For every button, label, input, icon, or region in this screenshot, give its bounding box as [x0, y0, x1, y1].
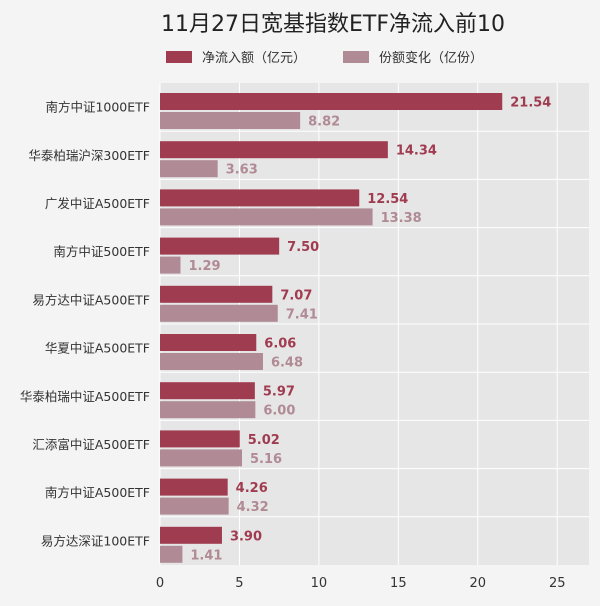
value-label: 6.06: [264, 337, 296, 352]
category-label: 华泰柏瑞沪深300ETF: [28, 148, 150, 163]
x-tick-label: 10: [311, 576, 328, 591]
value-label: 4.26: [236, 481, 268, 496]
bar-share-change: [160, 545, 183, 563]
value-label: 14.34: [396, 144, 437, 159]
value-label: 13.38: [381, 211, 422, 226]
value-label: 1.29: [188, 259, 220, 274]
bar-net-inflow: [160, 237, 280, 255]
legend: 净流入额（亿元） 份额变化（亿份）: [166, 50, 483, 66]
bar-share-change: [160, 401, 256, 419]
bars: [160, 93, 503, 563]
x-tick-label: 20: [470, 576, 487, 591]
category-label: 南方中证1000ETF: [45, 100, 150, 115]
value-label: 12.54: [367, 192, 408, 207]
bar-net-inflow: [160, 526, 222, 544]
bar-net-inflow: [160, 382, 255, 400]
bar-net-inflow: [160, 430, 240, 448]
value-label: 7.41: [286, 307, 318, 322]
value-labels: 21.54 8.82 14.34 3.63 12.54 13.38 7.50 1.29 7.07…: [188, 96, 551, 564]
value-label: 6.48: [271, 356, 303, 371]
category-labels: 南方中证1000ETF 华泰柏瑞沪深300ETF 广发中证A500ETF 南方中证50…: [20, 100, 150, 549]
category-label: 南方中证500ETF: [53, 244, 150, 259]
legend-label-2: 份额变化（亿份）: [379, 50, 483, 66]
x-tick-label: 0: [156, 576, 164, 591]
category-label: 南方中证A500ETF: [45, 485, 150, 500]
bar-share-change: [160, 112, 301, 129]
x-tick-label: 15: [390, 576, 407, 591]
bar-share-change: [160, 256, 181, 274]
value-label: 7.50: [287, 240, 319, 255]
bar-net-inflow: [160, 334, 257, 351]
value-label: 21.54: [510, 96, 551, 111]
value-label: 6.00: [263, 404, 295, 419]
bar-net-inflow: [160, 285, 273, 303]
value-label: 3.63: [226, 163, 258, 178]
value-label: 3.90: [230, 529, 262, 544]
legend-swatch-1: [166, 51, 192, 63]
bar-share-change: [160, 208, 373, 226]
category-label: 易方达深证100ETF: [41, 533, 150, 548]
category-label: 汇添富中证A500ETF: [32, 437, 150, 452]
value-label: 5.16: [250, 452, 282, 467]
bar-share-change: [160, 497, 229, 515]
bar-share-change: [160, 160, 218, 178]
x-axis-ticks: 0 5 10 15 20 25: [156, 576, 566, 591]
bar-net-inflow: [160, 93, 503, 110]
bar-share-change: [160, 449, 242, 467]
category-label: 华泰柏瑞中证A500ETF: [20, 389, 150, 404]
chart-title: 11月27日宽基指数ETF净流入前10: [161, 12, 505, 37]
bar-share-change: [160, 304, 278, 322]
value-label: 4.32: [237, 500, 269, 515]
value-label: 1.41: [190, 548, 222, 563]
value-label: 5.97: [263, 385, 295, 400]
bar-net-inflow: [160, 478, 228, 496]
bar-net-inflow: [160, 141, 388, 159]
bar-net-inflow: [160, 189, 360, 207]
category-label: 易方达中证A500ETF: [32, 292, 150, 307]
category-label: 广发中证A500ETF: [45, 196, 150, 211]
x-tick-label: 5: [235, 576, 243, 591]
value-label: 7.07: [280, 288, 312, 303]
value-label: 8.82: [308, 115, 340, 130]
legend-label-1: 净流入额（亿元）: [202, 51, 306, 66]
value-label: 5.02: [248, 433, 280, 448]
bar-share-change: [160, 353, 263, 370]
legend-swatch-2: [343, 51, 369, 63]
x-tick-label: 25: [549, 576, 566, 591]
category-label: 华夏中证A500ETF: [45, 341, 150, 356]
